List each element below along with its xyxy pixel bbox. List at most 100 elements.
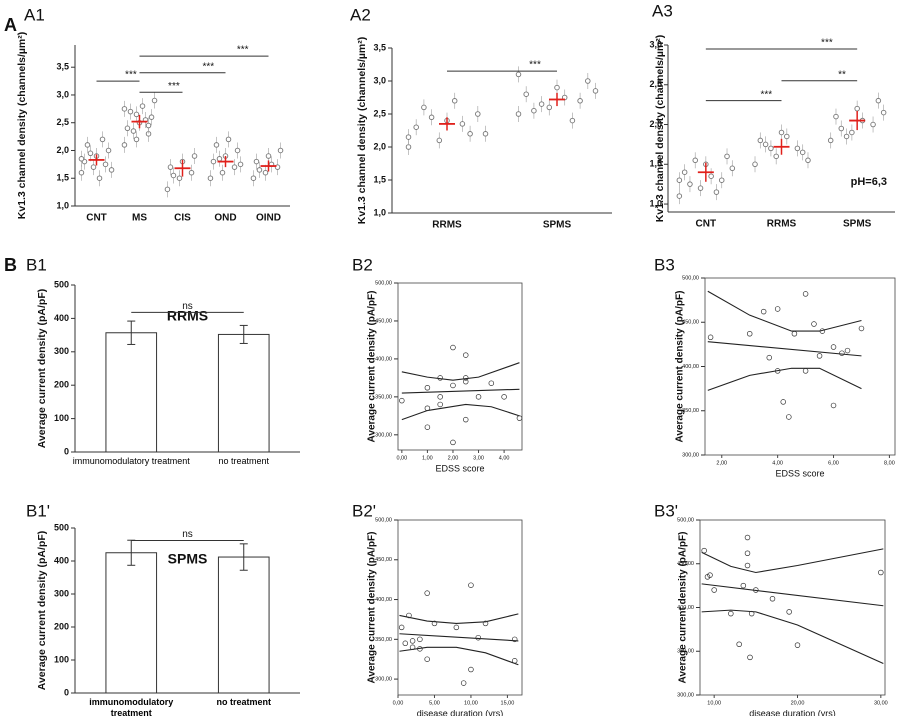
point [878,569,884,576]
point [460,680,467,686]
regression-curve [401,388,520,394]
point [728,610,734,617]
x-tick-label-box: immunomodulatory treatment [72,456,190,466]
point [191,153,198,159]
bar [105,552,158,694]
point [718,177,725,183]
y-tick-label: 100 [54,654,69,664]
x-tick-label: no treatment [216,697,271,707]
y-tick-label: 400,00 [375,597,392,603]
point [827,137,834,144]
point [816,353,823,359]
chart-title: RRMS [167,308,208,324]
y-tick-label: 2,0 [649,119,662,129]
significance-label: ** [838,69,846,80]
y-tick-label: 3,0 [373,75,386,85]
y-tick-label: 200 [54,380,69,390]
point [748,610,755,617]
point [468,582,474,588]
point [475,111,481,117]
point [780,399,786,405]
y-tick-label: 300 [54,588,69,598]
point [805,157,811,164]
y-tick-label: 3,0 [56,89,69,99]
point [424,656,430,662]
x-tick-label: no treatment [218,456,270,466]
annotation: pH=6,3 [851,176,887,188]
significance-label: *** [761,89,773,100]
y-tick-label: 500 [54,522,69,532]
point [402,640,409,647]
y-tick-label: 2,5 [649,79,662,89]
point [708,173,714,179]
point [99,136,106,143]
point [436,137,443,144]
point [687,181,693,187]
point [839,350,845,356]
point [139,103,146,109]
x-tick-label: immunomodulatory treatment [72,456,190,466]
point [90,164,97,170]
regression-curve [707,367,862,391]
point [794,642,801,648]
point [231,164,238,170]
point [760,308,767,315]
point [406,612,412,619]
panel-label: B1 [26,255,47,274]
point [96,175,103,181]
point [78,156,85,162]
point [450,344,456,351]
point [405,144,412,150]
point [773,153,779,160]
regression-curve [401,403,520,421]
point [176,175,183,181]
regression-curve [399,646,519,666]
point [170,172,177,179]
point [501,394,507,400]
x-tick-label: 5,00 [429,700,440,706]
point [511,658,518,664]
y-tick-label: 0 [64,687,69,697]
point [838,125,845,132]
y-tick-label: 3,0 [649,39,662,49]
point [830,402,837,409]
point [256,167,263,173]
point [277,147,284,154]
y-tick-label: 200 [54,621,69,631]
y-tick-label: 450,00 [682,320,699,326]
point [437,375,443,381]
point [210,158,217,165]
y-tick-label: 400,00 [682,364,699,370]
point [399,397,405,404]
x-tick-label: 4,00 [772,460,783,466]
y-tick-label: 300,00 [682,452,699,458]
point [164,186,171,193]
y-tick-label: 1,5 [373,174,386,184]
panel-label: B1' [26,501,50,520]
point [854,105,860,112]
x-tick-label: 4,00 [499,455,510,461]
x-tick-label: 6,00 [828,460,839,466]
point [746,331,753,337]
point [875,97,882,104]
point [830,344,837,350]
y-axis-label: Kv1.3 channel density (channels/µm²) [654,35,666,223]
point [130,128,137,134]
x-axis-label: EDSS score [775,468,824,478]
point [451,98,458,104]
y-tick-label: 450,00 [375,318,392,324]
point [250,175,257,181]
x-tick-label: 0,00 [396,455,407,461]
point [188,169,195,176]
x-tick-label: 8,00 [884,460,895,466]
point [811,321,817,327]
point [463,375,469,381]
point [858,325,865,332]
x-tick-label: RRMS [767,219,797,230]
y-axis-label: Average current density (pA/pF) [36,289,48,448]
y-tick-label: 400 [54,313,69,323]
point [421,104,427,111]
x-tick-label: RRMS [432,220,462,231]
point [145,122,152,129]
x-tick-label: 3,00 [473,455,484,461]
